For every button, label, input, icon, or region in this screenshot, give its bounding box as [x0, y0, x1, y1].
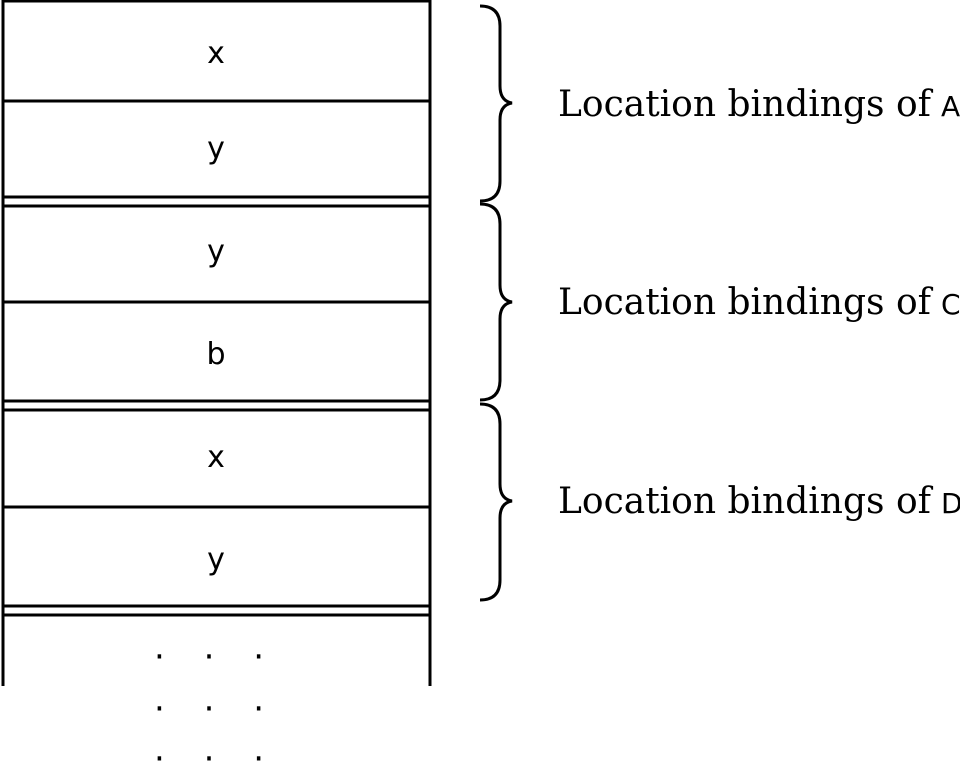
stack-frame [1, 0, 432, 686]
ellipsis: · · · [154, 739, 278, 769]
binding-group-d: x y Location bindings of D [3, 402, 960, 617]
stack-cell: x [207, 36, 225, 71]
curly-brace [479, 4, 513, 203]
group-label: Location bindings of C [558, 282, 960, 323]
curly-brace [479, 402, 513, 602]
stack-cell: y [207, 131, 225, 166]
group-label: Location bindings of D [558, 481, 960, 522]
group-label: Location bindings of A [558, 84, 960, 125]
stack-cell: y [207, 234, 225, 269]
stack-cell: y [207, 542, 225, 577]
binding-group-a: x y Location bindings of A [3, 4, 960, 208]
ellipsis: · · · [154, 689, 278, 729]
curly-brace [479, 202, 513, 402]
binding-group-c: y b Location bindings of C [3, 202, 960, 412]
ellipsis: · · · [154, 637, 278, 677]
stack-cell: x [207, 440, 225, 475]
stack-cell: b [206, 337, 225, 372]
stack-continuation: · · · · · · · · · [154, 637, 278, 769]
